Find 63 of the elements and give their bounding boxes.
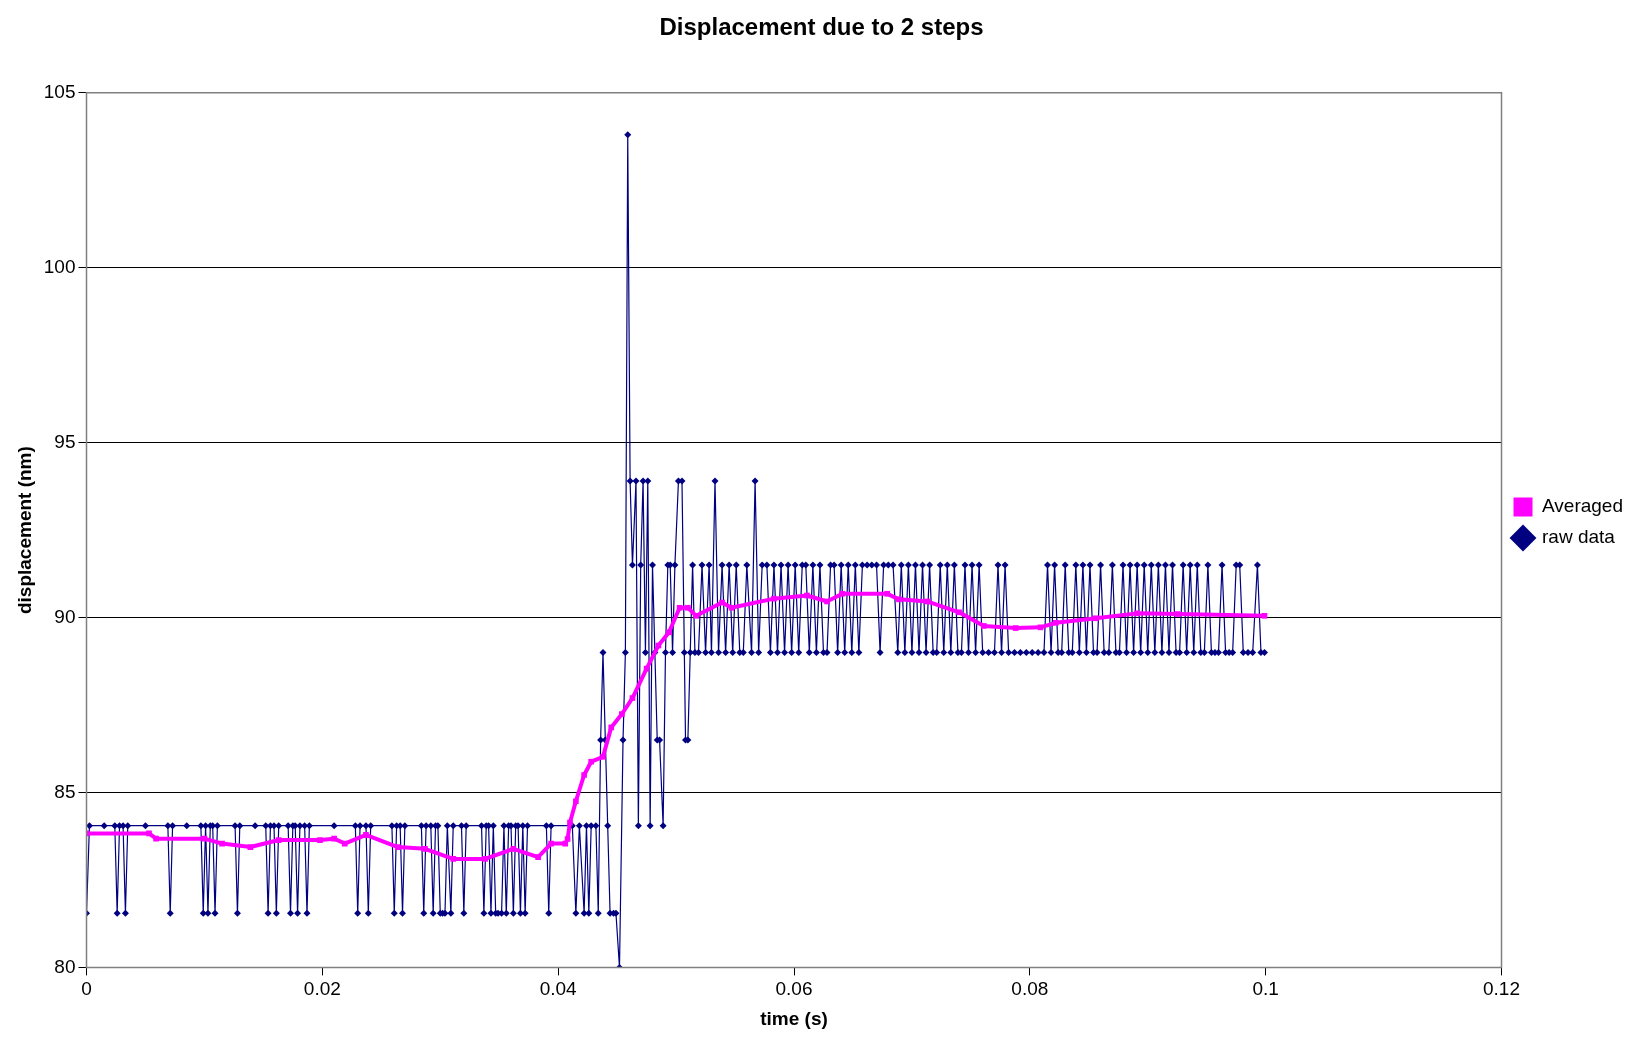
x-tick-label: 0.06	[775, 978, 813, 1000]
y-tick-label: 85	[54, 780, 76, 802]
x-tick-label: 0	[81, 978, 92, 1000]
legend-label: Averaged	[1542, 495, 1624, 517]
point	[1261, 612, 1268, 619]
x-tick-label: 0.12	[1483, 978, 1520, 1000]
y-axis-title: displacement (nm)	[13, 446, 35, 615]
point	[804, 592, 810, 599]
x-tick-label: 0.08	[1011, 978, 1049, 1000]
point	[275, 837, 282, 843]
y-tick-label: 105	[43, 81, 76, 103]
point	[146, 830, 152, 837]
point	[510, 845, 517, 852]
point	[247, 844, 254, 850]
point	[1052, 619, 1059, 626]
point	[839, 590, 846, 597]
point	[588, 758, 595, 765]
point	[422, 845, 428, 852]
point	[884, 590, 890, 597]
point	[956, 609, 962, 616]
point	[693, 612, 699, 619]
chart-title: Displacement due to 2 steps	[659, 13, 984, 41]
point	[219, 840, 225, 847]
point	[153, 835, 159, 842]
point	[719, 599, 725, 606]
point	[771, 595, 777, 602]
point	[394, 844, 401, 850]
point	[896, 596, 902, 603]
point	[608, 724, 615, 731]
x-axis-title: time (s)	[760, 1007, 828, 1029]
point	[317, 837, 323, 843]
point	[331, 835, 337, 842]
point	[728, 604, 735, 611]
y-tick-label: 95	[54, 430, 76, 452]
y-tick-label: 80	[54, 955, 76, 977]
legend-label: raw data	[1542, 526, 1616, 548]
point	[482, 856, 488, 862]
x-tick-label: 0.02	[303, 978, 341, 1000]
point	[1093, 615, 1099, 622]
point	[548, 840, 554, 847]
point	[685, 604, 691, 611]
point	[600, 753, 606, 760]
point	[981, 623, 987, 629]
point	[581, 772, 587, 778]
x-tick-label: 0.04	[539, 978, 578, 1000]
point	[666, 629, 672, 636]
point	[619, 711, 625, 717]
point	[824, 598, 830, 605]
y-tick-label: 100	[43, 255, 76, 277]
point	[924, 598, 931, 605]
x-tick-label: 0.1	[1252, 978, 1279, 1000]
point	[1174, 611, 1181, 617]
point	[1134, 610, 1140, 617]
point	[629, 695, 636, 701]
y-tick-label: 90	[54, 605, 76, 627]
point	[450, 856, 457, 862]
point	[535, 854, 541, 861]
point	[564, 836, 571, 842]
point	[573, 798, 579, 805]
point	[567, 819, 573, 826]
point	[341, 840, 348, 847]
point	[676, 604, 683, 611]
point	[1012, 625, 1019, 631]
